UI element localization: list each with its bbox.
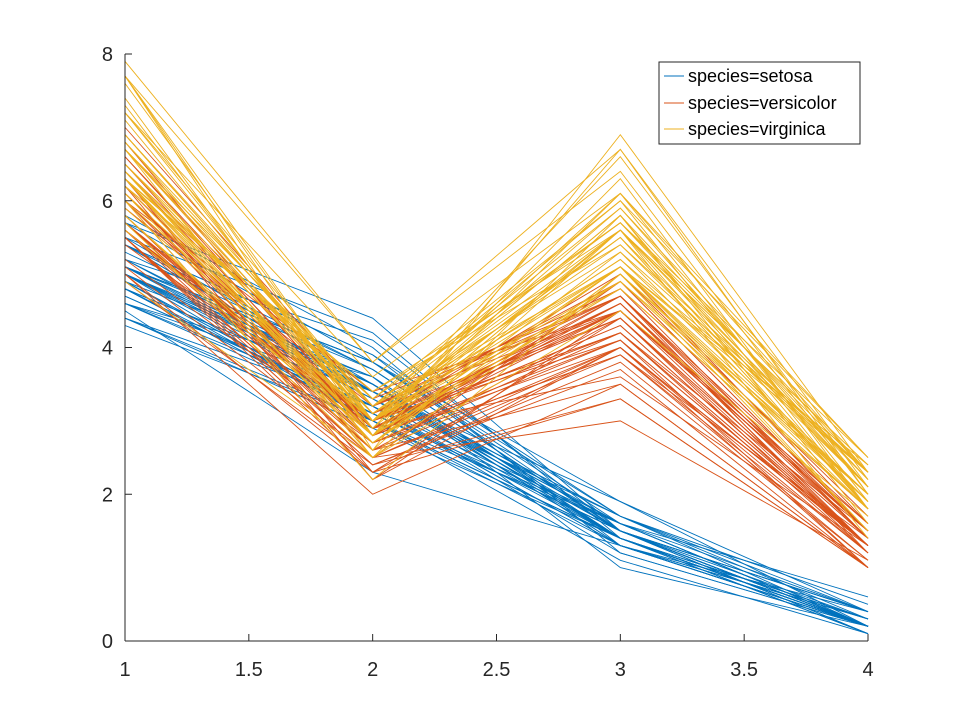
y-tick-label: 4 [102,338,113,360]
x-tick-label: 4 [862,659,873,681]
series-line [124,281,869,517]
x-tick-label: 2.5 [483,659,511,681]
series-line [124,207,869,510]
series-line [124,75,869,495]
series-line [124,237,869,568]
legend-label-versicolor: species=versicolor [688,93,837,113]
series-layer [124,61,869,635]
y-tick-label: 0 [102,631,113,653]
legend-label-setosa: species=setosa [688,66,814,86]
y-tick-label: 8 [102,44,113,66]
x-tick-label: 1 [119,659,130,681]
x-tick-label: 1.5 [235,659,263,681]
y-tick-label: 2 [102,484,113,506]
series-line [124,149,869,458]
series-line [124,200,869,532]
series-line [124,266,869,561]
legend: species=setosa species=versicolor specie… [658,61,861,145]
series-line [124,112,869,458]
y-tick-label: 6 [102,191,113,213]
legend-label-virginica: species=virginica [688,119,827,139]
x-tick-label: 3.5 [730,659,758,681]
series-line [124,149,869,466]
series-line [124,171,869,480]
series-line [124,163,869,495]
series-line [124,185,869,473]
legend-box [658,61,861,145]
series-line [124,75,869,480]
series-virginica [124,61,869,539]
x-tick-label: 2 [367,659,378,681]
series-line [124,273,869,568]
series-line [124,215,869,502]
x-tick-label: 3 [615,659,626,681]
tick-layer: 1 1.5 2 2.5 3 3.5 4 0 2 4 6 8 [102,44,874,681]
series-line [124,237,869,546]
